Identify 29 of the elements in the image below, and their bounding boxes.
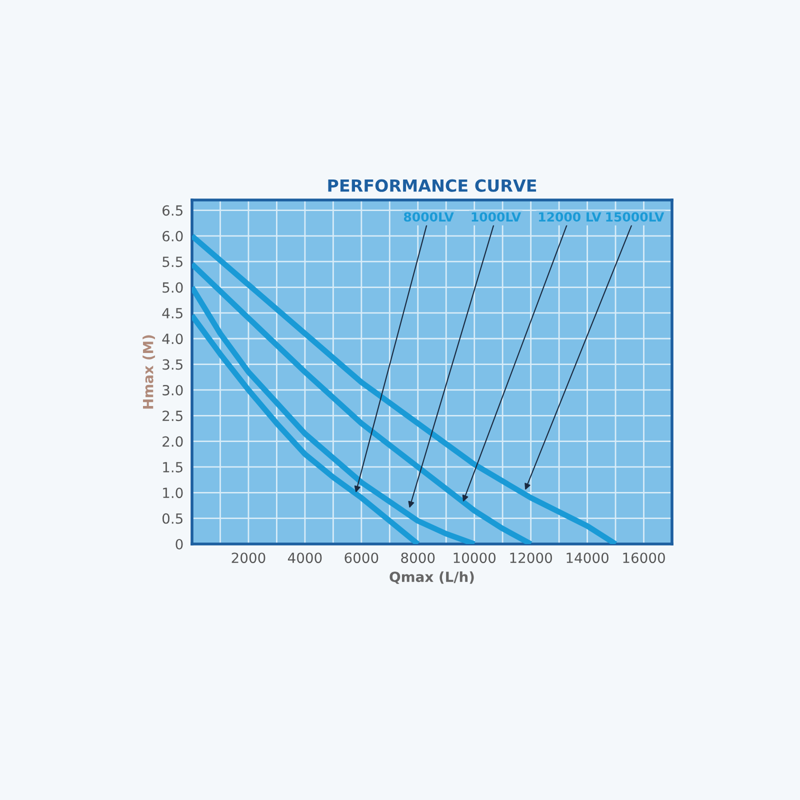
annotation: 8000LV bbox=[404, 212, 454, 222]
y-tick-label: 4.5 bbox=[162, 308, 182, 318]
x-axis-title: Qmax (L/h) bbox=[390, 571, 474, 584]
x-tick-label: 2000 bbox=[232, 552, 266, 564]
y-tick-label: 0 bbox=[176, 538, 183, 550]
annotation: 1000LV bbox=[472, 212, 522, 222]
x-tick-label: 16000 bbox=[623, 552, 665, 564]
y-tick-label: 3.5 bbox=[162, 359, 182, 370]
y-tick-label: 0.5 bbox=[162, 513, 182, 524]
y-tick-label: 5.5 bbox=[162, 256, 182, 268]
y-axis-title: Hmax (M) bbox=[142, 335, 155, 409]
y-tick-label: 4.0 bbox=[162, 334, 183, 344]
y-tick-label: 1.5 bbox=[163, 462, 182, 472]
y-tick-label: 2.0 bbox=[162, 436, 183, 447]
y-tick-label: 2.5 bbox=[162, 410, 182, 422]
x-tick-label: 14000 bbox=[566, 552, 608, 564]
y-tick-label: 6.0 bbox=[162, 230, 183, 242]
y-tick-label: 3.0 bbox=[162, 384, 183, 396]
annotation: 15000LV bbox=[606, 212, 664, 222]
y-tick-label: 5.0 bbox=[162, 282, 183, 293]
chart-title: PERFORMANCE CURVE bbox=[328, 179, 536, 192]
x-tick-label: 8000 bbox=[401, 552, 435, 564]
y-tick-label: 1.0 bbox=[163, 488, 183, 498]
x-tick-label: 10000 bbox=[454, 552, 496, 564]
x-tick-label: 4000 bbox=[288, 552, 322, 564]
annotation: 12000 LV bbox=[539, 212, 602, 222]
x-tick-label: 12000 bbox=[510, 552, 552, 564]
x-tick-label: 6000 bbox=[344, 552, 378, 564]
y-tick-label: 6.5 bbox=[162, 205, 182, 216]
